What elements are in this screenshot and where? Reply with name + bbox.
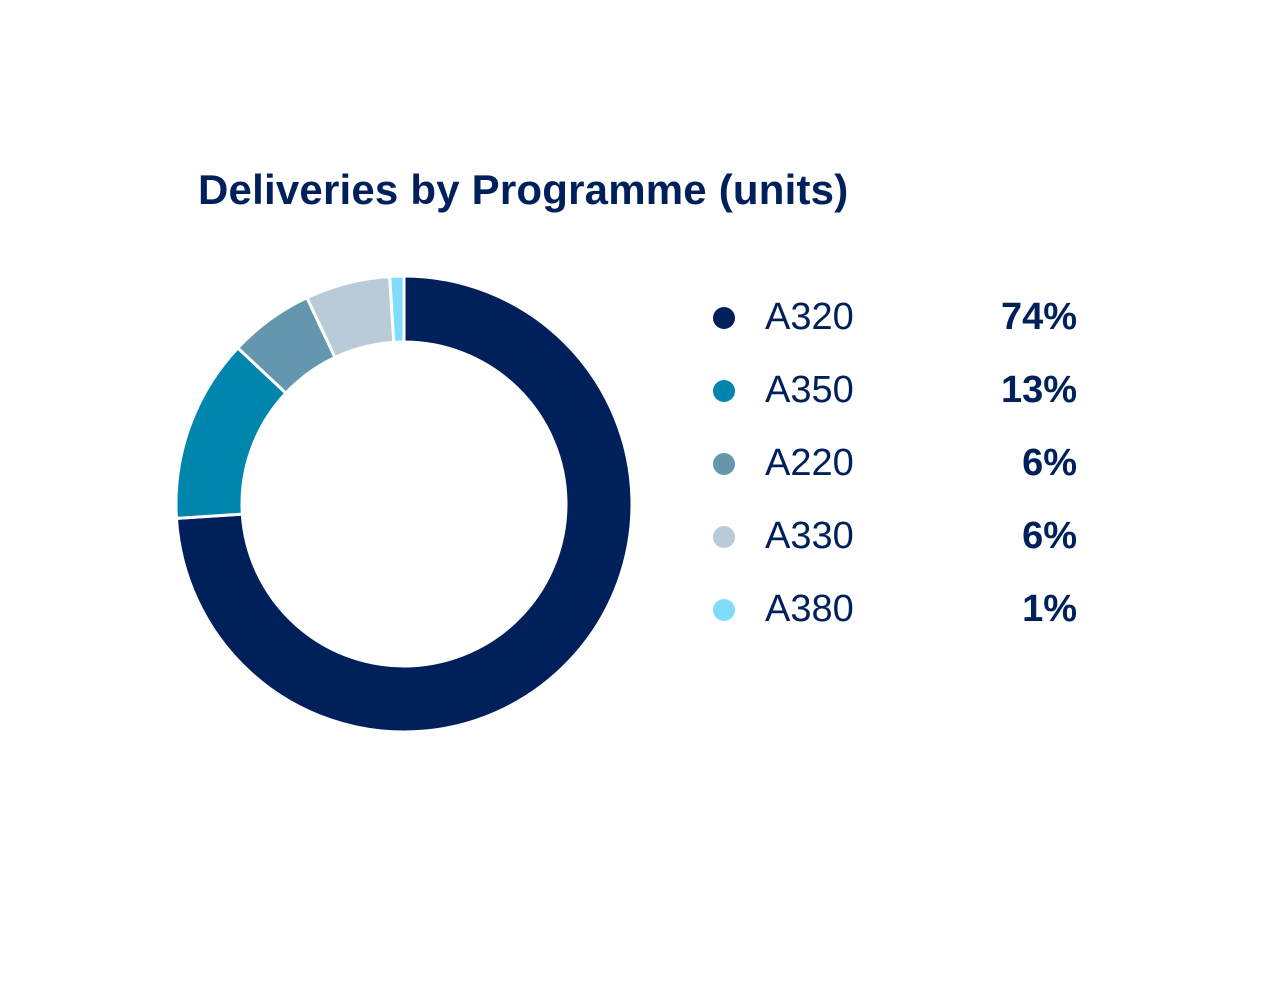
legend-value: 6% <box>1022 515 1077 557</box>
chart-title: Deliveries by Programme (units) <box>198 166 849 213</box>
chart-legend: A320 74% A350 13% A220 6% A330 6% A380 1… <box>705 282 1105 647</box>
legend-marker-icon <box>713 599 735 621</box>
legend-value: 1% <box>1022 588 1077 630</box>
donut-slice-a380 <box>388 274 406 344</box>
legend-marker-icon <box>713 307 735 329</box>
legend-value: 74% <box>1000 296 1077 338</box>
legend-item-a350: A350 13% <box>705 355 1105 428</box>
legend-item-a330: A330 6% <box>705 501 1105 574</box>
legend-label: A320 <box>765 296 854 338</box>
legend-label: A330 <box>765 515 854 557</box>
donut-slice-a320 <box>174 274 634 734</box>
legend-label: A350 <box>765 369 854 411</box>
legend-marker-icon <box>713 380 735 402</box>
legend-value: 13% <box>1000 369 1077 411</box>
legend-value: 6% <box>1022 442 1077 484</box>
legend-marker-icon <box>713 526 735 548</box>
legend-item-a320: A320 74% <box>705 282 1105 355</box>
legend-item-a220: A220 6% <box>705 428 1105 501</box>
legend-marker-icon <box>713 453 735 475</box>
legend-label: A380 <box>765 588 854 630</box>
donut-chart <box>174 274 634 734</box>
legend-item-a380: A380 1% <box>705 574 1105 647</box>
legend-label: A220 <box>765 442 854 484</box>
